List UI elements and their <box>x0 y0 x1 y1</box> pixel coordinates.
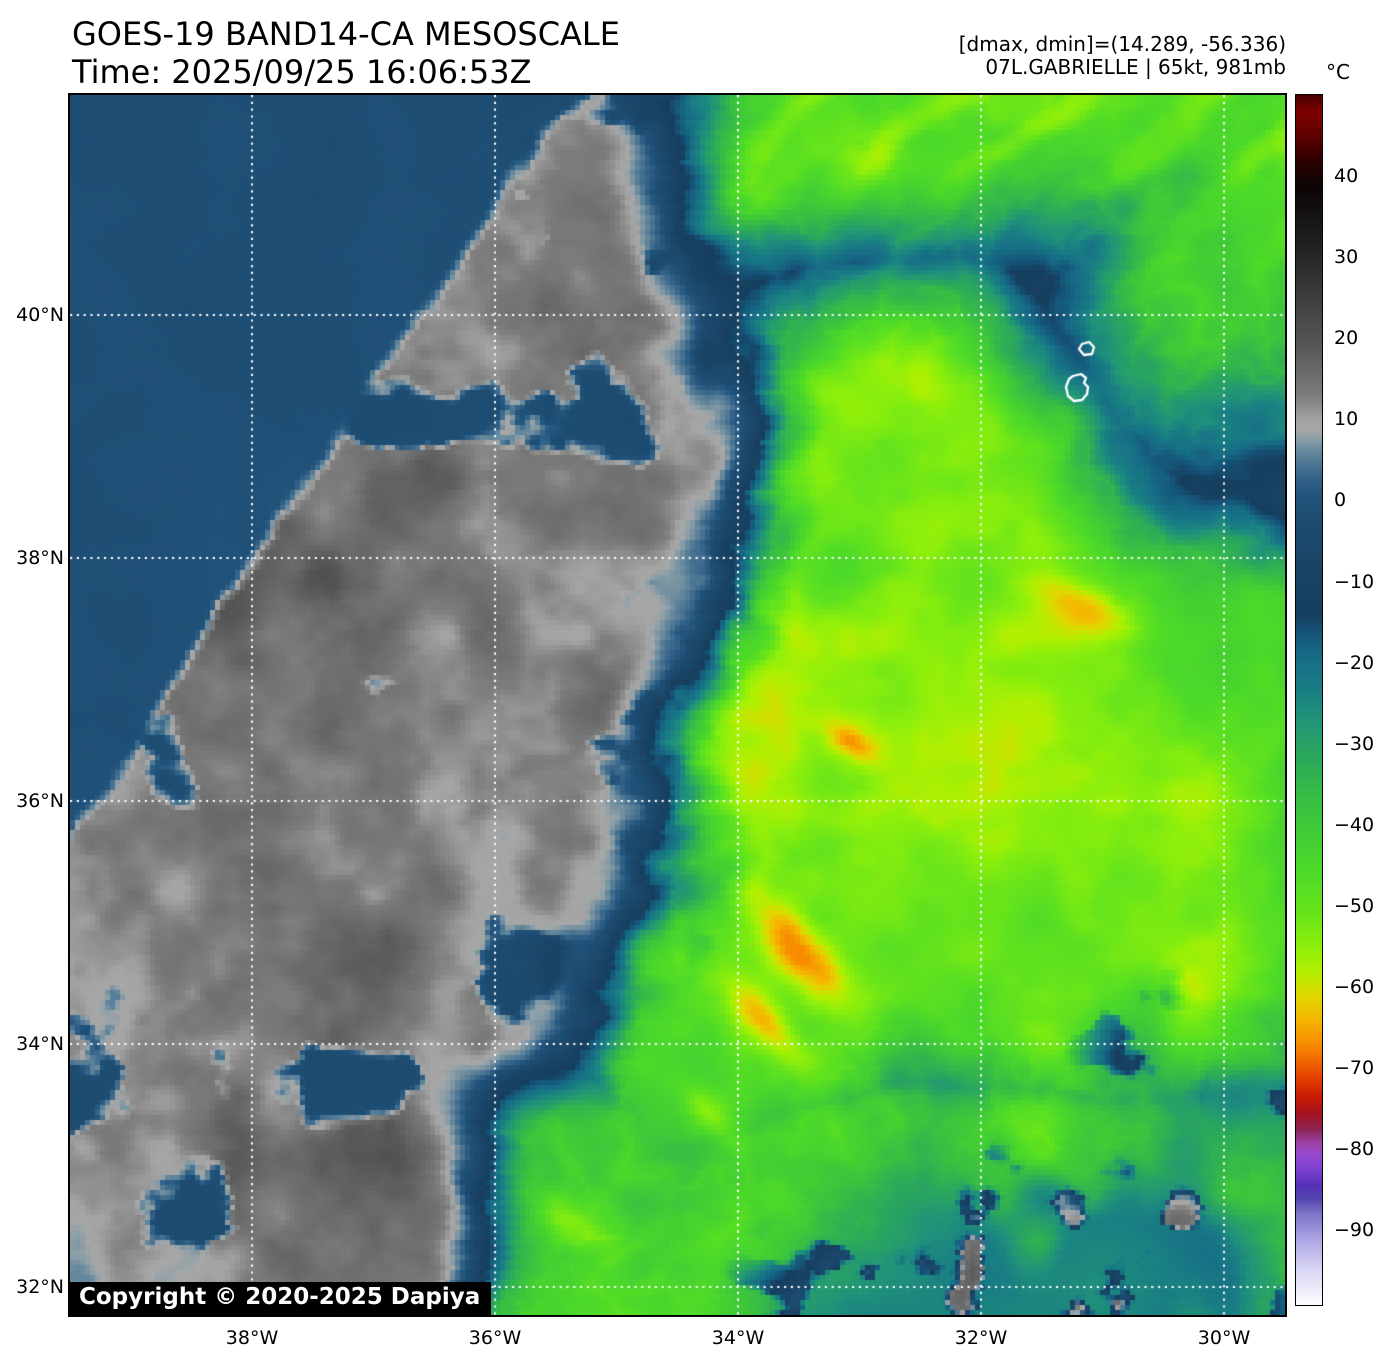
colorbar-tick-label: −10 <box>1334 570 1375 593</box>
colorbar-tick-label: −70 <box>1334 1057 1375 1080</box>
colorbar-tick-label: 10 <box>1334 408 1359 431</box>
lat-tick-label: 40°N <box>16 304 64 326</box>
lat-tick-label: 38°N <box>16 547 64 569</box>
title-block: GOES-19 BAND14-CA MESOSCALE Time: 2025/0… <box>72 15 620 92</box>
colorbar-tick-label: −90 <box>1334 1219 1375 1242</box>
annotation-block: [dmax, dmin]=(14.289, -56.336) 07L.GABRI… <box>959 33 1286 79</box>
colorbar-tick-label: −30 <box>1334 732 1375 755</box>
satellite-map-plot: Copyright © 2020-2025 Dapiya <box>68 93 1287 1317</box>
lat-tick-label: 32°N <box>16 1276 64 1298</box>
lon-tick-label: 34°W <box>711 1327 765 1349</box>
lon-tick-label: 32°W <box>954 1327 1008 1349</box>
colorbar-tick-label: −80 <box>1334 1138 1375 1161</box>
lon-tick-label: 36°W <box>468 1327 522 1349</box>
lon-tick-label: 38°W <box>225 1327 279 1349</box>
colorbar-tick-label: 20 <box>1334 327 1359 350</box>
temperature-colorbar <box>1295 94 1323 1306</box>
lat-tick-label: 34°N <box>16 1033 64 1055</box>
colorbar-tick-label: −60 <box>1334 976 1375 999</box>
colorbar-tick-label: −40 <box>1334 813 1375 836</box>
timestamp: Time: 2025/09/25 16:06:53Z <box>72 52 532 91</box>
page-title: GOES-19 BAND14-CA MESOSCALE <box>72 15 620 53</box>
colorbar-tick-label: 40 <box>1334 165 1359 188</box>
colorbar-tick-label: 0 <box>1334 489 1347 512</box>
dmax-dmin-annotation: [dmax, dmin]=(14.289, -56.336) <box>958 32 1286 56</box>
lon-tick-label: 30°W <box>1197 1327 1251 1349</box>
copyright-badge: Copyright © 2020-2025 Dapiya <box>70 1282 492 1315</box>
lat-tick-label: 36°N <box>16 790 64 812</box>
satellite-image-canvas <box>70 95 1285 1315</box>
colorbar-tick-label: −20 <box>1334 651 1375 674</box>
colorbar-unit-label: °C <box>1326 60 1350 84</box>
colorbar-gradient-canvas <box>1296 95 1322 1305</box>
storm-info-annotation: 07L.GABRIELLE | 65kt, 981mb <box>985 55 1286 79</box>
colorbar-tick-label: 30 <box>1334 246 1359 269</box>
colorbar-tick-label: −50 <box>1334 894 1375 917</box>
